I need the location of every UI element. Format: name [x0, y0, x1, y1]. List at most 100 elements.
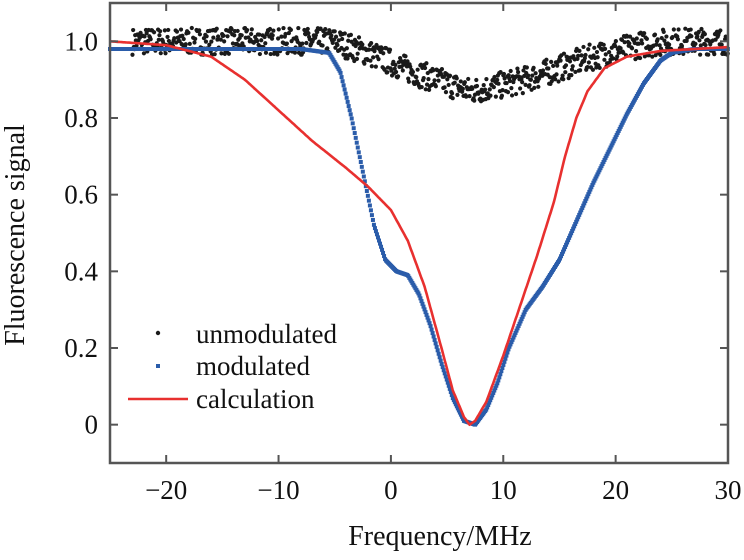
unmodulated-point — [183, 42, 188, 47]
unmodulated-point — [495, 77, 500, 82]
modulated-point — [597, 168, 602, 173]
unmodulated-point — [271, 28, 276, 33]
unmodulated-point — [544, 57, 549, 62]
unmodulated-point — [558, 58, 563, 63]
unmodulated-point — [594, 49, 600, 55]
modulated-point — [432, 337, 437, 342]
modulated-point — [518, 319, 523, 324]
modulated-point — [458, 412, 463, 417]
unmodulated-point — [317, 39, 322, 44]
modulated-point — [489, 395, 494, 400]
unmodulated-point — [268, 51, 273, 57]
unmodulated-point — [532, 85, 537, 90]
modulated-point — [562, 247, 567, 252]
modulated-point — [570, 228, 575, 233]
unmodulated-point — [354, 56, 360, 62]
modulated-point — [380, 247, 385, 252]
modulated-point — [374, 232, 379, 237]
modulated-point — [488, 398, 493, 403]
modulated-point — [612, 137, 617, 142]
modulated-point — [367, 203, 372, 208]
unmodulated-point — [138, 30, 143, 35]
plot-frame — [108, 1, 730, 465]
unmodulated-point — [607, 50, 612, 55]
unmodulated-point — [653, 53, 658, 58]
modulated-point — [372, 226, 377, 231]
unmodulated-point — [344, 46, 349, 51]
modulated-point — [499, 369, 504, 374]
unmodulated-point — [209, 39, 214, 44]
modulated-point — [559, 254, 564, 259]
unmodulated-point — [675, 37, 680, 42]
unmodulated-point — [474, 77, 479, 83]
modulated-point — [382, 254, 387, 259]
unmodulated-point — [531, 65, 536, 70]
modulated-point — [354, 140, 359, 145]
modulated-point — [594, 174, 599, 179]
modulated-point — [494, 383, 499, 388]
unmodulated-point — [350, 55, 356, 60]
legend-label-modulated: modulated — [196, 351, 310, 381]
unmodulated-point — [148, 37, 153, 42]
unmodulated-point — [533, 71, 538, 76]
modulated-point — [519, 317, 524, 322]
unmodulated-point — [214, 26, 219, 31]
unmodulated-point — [536, 84, 541, 89]
unmodulated-point — [507, 78, 513, 84]
unmodulated-point — [667, 42, 672, 47]
modulated-point — [351, 126, 356, 131]
unmodulated-point — [592, 45, 597, 50]
unmodulated-point — [257, 32, 262, 37]
unmodulated-point — [449, 91, 455, 96]
unmodulated-point — [203, 39, 209, 44]
modulated-point — [603, 155, 608, 160]
unmodulated-point — [422, 65, 428, 71]
unmodulated-point — [524, 65, 529, 70]
modulated-point — [366, 198, 371, 203]
unmodulated-point — [436, 78, 441, 83]
modulated-point — [486, 403, 491, 408]
unmodulated-point — [281, 25, 286, 31]
unmodulated-point — [522, 73, 527, 79]
modulated-point — [437, 355, 442, 360]
unmodulated-point — [621, 50, 626, 55]
unmodulated-point — [696, 29, 701, 34]
modulated-point — [452, 400, 457, 405]
unmodulated-point — [501, 71, 507, 77]
modulated-point — [448, 389, 453, 394]
modulated-point — [450, 396, 455, 401]
unmodulated-point — [622, 40, 627, 45]
unmodulated-point — [515, 66, 520, 71]
modulated-point — [441, 368, 446, 373]
unmodulated-point — [296, 25, 301, 31]
modulated-point — [337, 68, 342, 73]
unmodulated-point — [520, 91, 525, 96]
unmodulated-point — [549, 59, 554, 64]
modulated-point — [563, 245, 568, 250]
modulated-point — [567, 235, 572, 240]
unmodulated-point — [576, 53, 581, 58]
unmodulated-point — [131, 27, 136, 33]
y-tick-label: 0.2 — [64, 333, 98, 363]
unmodulated-point — [336, 38, 341, 43]
x-axis-label: Frequency/MHz — [348, 521, 532, 552]
unmodulated-point — [406, 79, 411, 84]
unmodulated-point — [441, 74, 447, 79]
unmodulated-point — [144, 30, 149, 36]
unmodulated-point — [644, 36, 649, 41]
modulated-point — [352, 131, 357, 136]
modulated-point — [442, 371, 447, 376]
modulated-point — [583, 199, 588, 204]
unmodulated-point — [275, 52, 280, 57]
unmodulated-point — [318, 26, 323, 31]
unmodulated-point — [452, 80, 457, 85]
unmodulated-point — [410, 69, 416, 75]
unmodulated-point — [305, 26, 310, 32]
modulated-point — [359, 164, 364, 169]
unmodulated-point — [257, 51, 262, 57]
unmodulated-point — [439, 67, 445, 72]
modulated-point — [604, 153, 609, 158]
modulated-point — [590, 182, 595, 187]
unmodulated-point — [543, 61, 548, 67]
modulated-point — [353, 135, 358, 140]
